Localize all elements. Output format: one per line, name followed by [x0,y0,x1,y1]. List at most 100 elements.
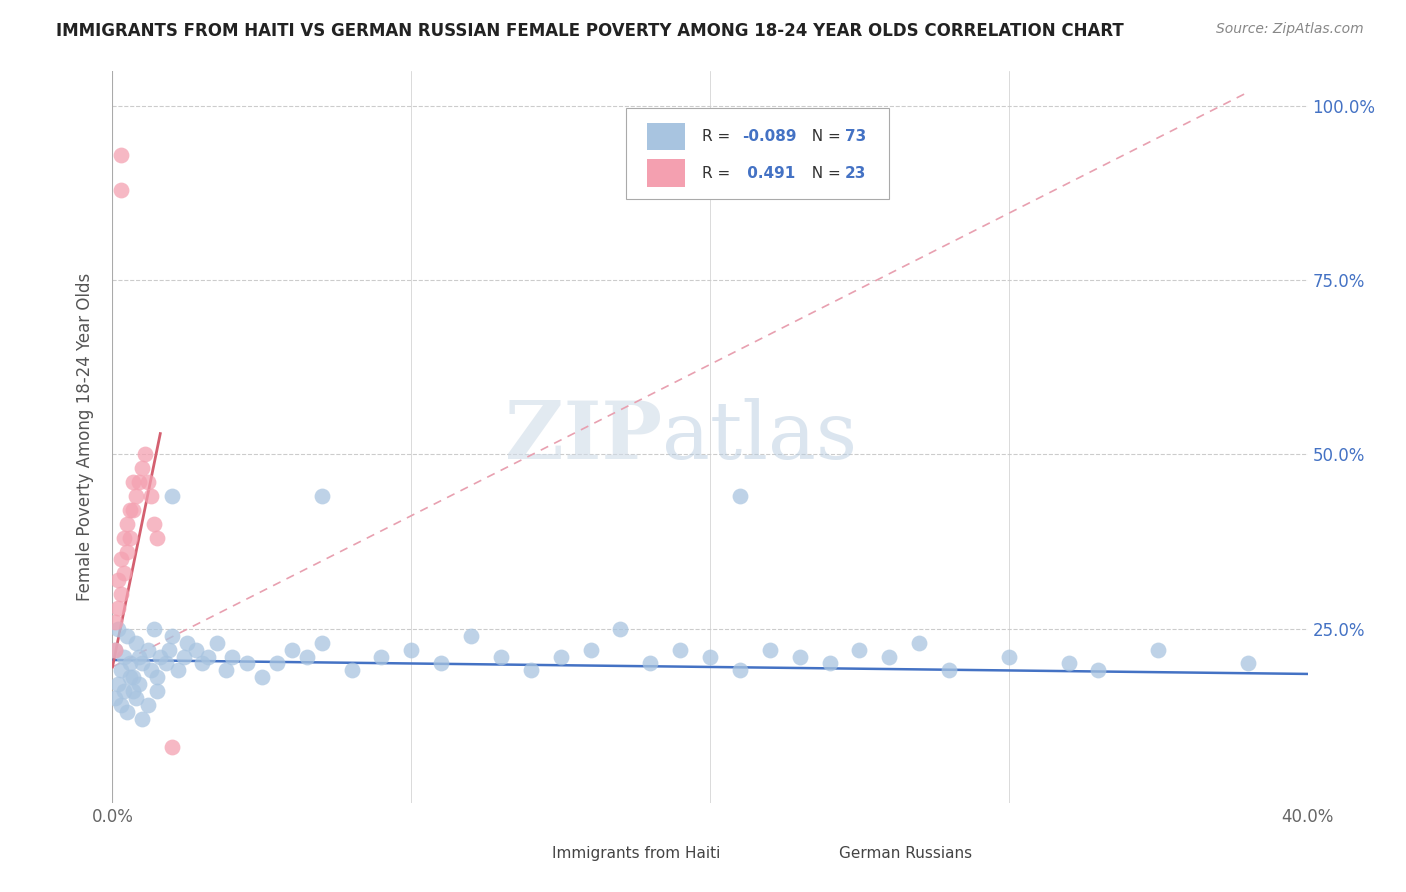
Point [117,545,139,559]
Point [998,649,1021,664]
Point [114,649,135,664]
Point [281,642,304,657]
Point [1087,664,1109,678]
Point [699,649,721,664]
Point [131,461,153,475]
Point [128,677,150,691]
Point [120,531,142,545]
Point [1057,657,1080,671]
Point [117,705,139,719]
Point [110,698,132,713]
Text: N =: N = [801,129,845,144]
Point [759,642,782,657]
Point [110,664,132,678]
Point [818,657,841,671]
Point [221,649,243,664]
Point [131,657,153,671]
Point [107,600,129,615]
Point [908,635,931,649]
Point [1147,642,1170,657]
Point [138,642,160,657]
Point [728,489,751,503]
FancyBboxPatch shape [513,841,543,865]
Point [146,684,169,698]
Point [138,475,160,490]
Point [789,649,811,664]
Text: R =: R = [702,166,735,180]
Text: 0.491: 0.491 [742,166,796,180]
Point [122,503,145,517]
Point [104,642,127,657]
Point [640,657,662,671]
Point [370,649,392,664]
Text: -0.089: -0.089 [742,129,797,144]
Point [110,587,132,601]
Point [143,517,166,532]
Point [340,664,363,678]
Point [157,642,180,657]
Point [728,664,751,678]
Point [110,148,132,162]
Point [879,649,901,664]
Text: German Russians: German Russians [839,846,972,861]
Point [107,573,129,587]
Point [938,664,960,678]
Point [125,691,148,706]
Point [114,684,135,698]
Point [149,649,172,664]
Point [131,712,153,726]
Text: Immigrants from Haiti: Immigrants from Haiti [553,846,721,861]
Y-axis label: Female Poverty Among 18-24 Year Olds: Female Poverty Among 18-24 Year Olds [76,273,94,601]
Point [155,657,177,671]
Point [125,489,148,503]
Point [250,670,273,684]
Point [117,629,139,643]
Point [311,635,333,649]
Point [215,664,238,678]
Point [114,531,135,545]
Point [128,475,150,490]
Point [266,657,288,671]
Point [311,489,333,503]
Text: 23: 23 [845,166,866,180]
Point [669,642,692,657]
Point [117,517,139,532]
Point [236,657,259,671]
Point [125,635,148,649]
Point [120,503,142,517]
Point [176,635,198,649]
Point [205,635,228,649]
Point [460,629,482,643]
Text: IMMIGRANTS FROM HAITI VS GERMAN RUSSIAN FEMALE POVERTY AMONG 18-24 YEAR OLDS COR: IMMIGRANTS FROM HAITI VS GERMAN RUSSIAN … [56,22,1123,40]
Point [848,642,870,657]
Point [401,642,423,657]
Point [110,183,132,197]
Point [146,531,169,545]
Point [173,649,195,664]
Point [114,566,135,580]
Point [120,657,142,671]
Point [104,691,127,706]
Point [104,615,127,629]
Point [550,649,572,664]
Point [520,664,543,678]
Point [1237,657,1260,671]
Point [430,657,453,671]
FancyBboxPatch shape [627,108,890,200]
FancyBboxPatch shape [647,122,685,151]
Point [107,677,129,691]
Point [134,448,156,462]
Point [141,664,163,678]
Point [162,489,183,503]
Point [122,684,145,698]
FancyBboxPatch shape [800,841,830,865]
Point [186,642,208,657]
Point [146,670,169,684]
Text: Source: ZipAtlas.com: Source: ZipAtlas.com [1216,22,1364,37]
Point [122,475,145,490]
Point [143,622,166,636]
FancyBboxPatch shape [647,159,685,187]
Point [489,649,512,664]
Point [191,657,214,671]
Text: R =: R = [702,129,735,144]
